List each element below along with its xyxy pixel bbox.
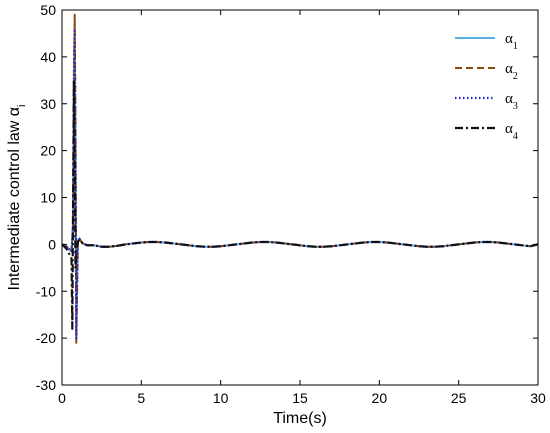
- x-axis-label: Time(s): [273, 410, 327, 427]
- x-tick-label: 5: [137, 390, 145, 406]
- y-tick-label: 10: [40, 190, 56, 206]
- y-axis-label-main: Intermediate control law α: [6, 107, 23, 291]
- legend-label-alpha-2: α2: [505, 61, 518, 82]
- legend: α1 α2 α3 α4: [455, 31, 518, 142]
- y-tick-label: 20: [40, 143, 56, 159]
- y-tick-label: -30: [36, 377, 56, 393]
- y-tick-label: 40: [40, 49, 56, 65]
- x-tick-label: 0: [58, 390, 66, 406]
- x-tick-label: 20: [372, 390, 388, 406]
- y-axis-label-sub: i: [16, 104, 28, 106]
- y-tick-label: -10: [36, 283, 56, 299]
- series-layer: [62, 13, 538, 344]
- legend-label-alpha-1: α1: [505, 31, 518, 52]
- y-tick-label: 0: [48, 236, 56, 252]
- legend-label-alpha-4: α4: [505, 121, 518, 142]
- x-tick-label: 10: [213, 390, 229, 406]
- y-tick-label: 50: [40, 2, 56, 18]
- tick-layer: 0 5 10 15 20 25 30 -30 -20 -10 0 10 20 30 40 50: [36, 2, 546, 406]
- x-tick-label: 30: [530, 390, 546, 406]
- x-tick-label: 15: [292, 390, 308, 406]
- x-tick-label: 25: [451, 390, 467, 406]
- y-tick-label: 30: [40, 96, 56, 112]
- series-line-alpha-4: [62, 79, 538, 330]
- y-axis-label: Intermediate control law αi: [6, 104, 28, 290]
- y-tick-label: -20: [36, 330, 56, 346]
- legend-label-alpha-3: α3: [505, 91, 518, 112]
